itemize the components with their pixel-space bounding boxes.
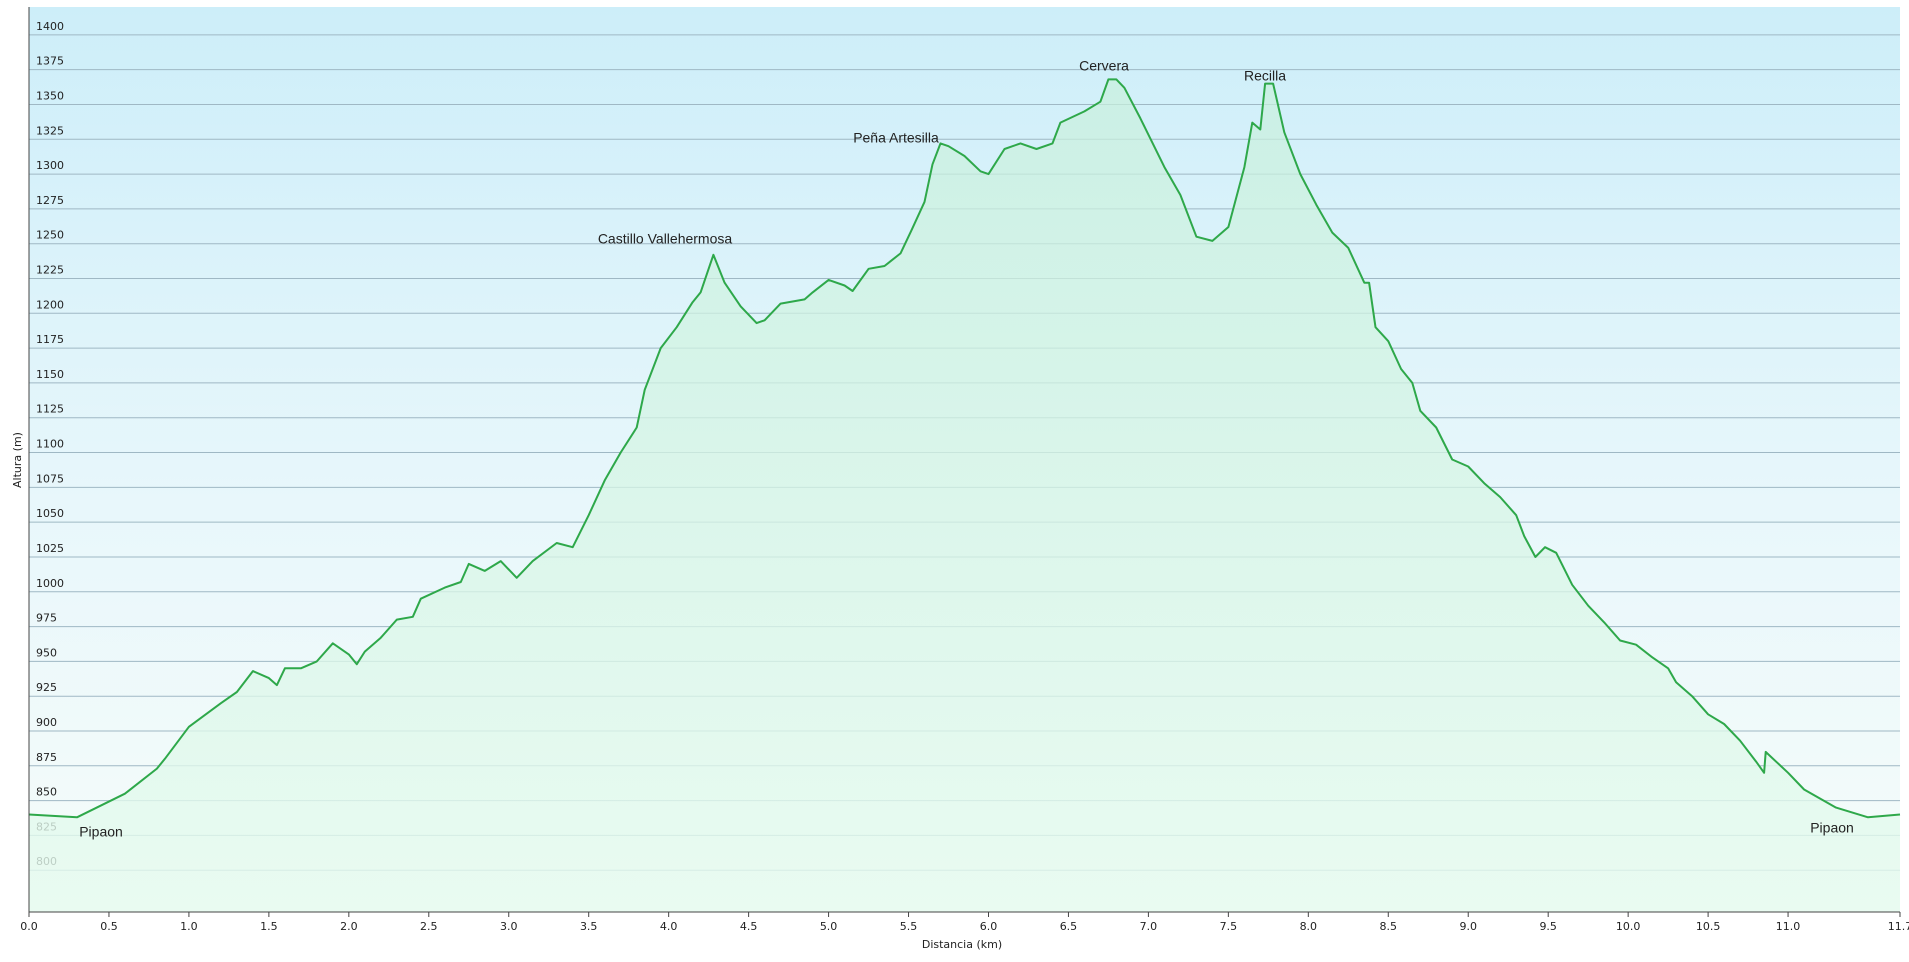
y-tick-label: 975 xyxy=(36,612,57,625)
y-tick-label: 1375 xyxy=(36,55,64,68)
y-tick-label: 1400 xyxy=(36,20,64,33)
y-tick-label: 1200 xyxy=(36,298,64,311)
x-tick-label: 9.5 xyxy=(1539,920,1557,933)
x-tick-label: 6.0 xyxy=(980,920,998,933)
x-axis-label: Distancia (km) xyxy=(922,938,1002,951)
x-tick-label: 4.0 xyxy=(660,920,678,933)
x-tick-label: 4.5 xyxy=(740,920,758,933)
y-tick-label: 1350 xyxy=(36,89,64,102)
x-tick-label: 11.0 xyxy=(1776,920,1801,933)
x-tick-label: 11.7 xyxy=(1888,920,1909,933)
y-tick-label: 1300 xyxy=(36,159,64,172)
y-tick-label: 1000 xyxy=(36,577,64,590)
y-tick-label: 1325 xyxy=(36,124,64,137)
x-tick-label: 8.0 xyxy=(1300,920,1318,933)
y-tick-label: 950 xyxy=(36,646,57,659)
x-tick-label: 7.0 xyxy=(1140,920,1158,933)
y-tick-label: 1125 xyxy=(36,403,64,416)
y-tick-label: 875 xyxy=(36,751,57,764)
x-tick-label: 5.0 xyxy=(820,920,838,933)
annotation: Castillo Vallehermosa xyxy=(598,231,733,247)
y-tick-label: 1250 xyxy=(36,229,64,242)
y-axis-label: Altura (m) xyxy=(11,432,24,488)
y-tick-label: 850 xyxy=(36,786,57,799)
y-tick-label: 1075 xyxy=(36,472,64,485)
x-tick-label: 5.5 xyxy=(900,920,918,933)
x-tick-label: 6.5 xyxy=(1060,920,1078,933)
x-tick-label: 1.5 xyxy=(260,920,278,933)
x-tick-label: 3.0 xyxy=(500,920,518,933)
y-tick-label: 1150 xyxy=(36,368,64,381)
y-tick-label: 1175 xyxy=(36,333,64,346)
y-tick-label: 1225 xyxy=(36,264,64,277)
y-tick-label: 1275 xyxy=(36,194,64,207)
y-tick-label: 900 xyxy=(36,716,57,729)
x-tick-label: 10.5 xyxy=(1696,920,1721,933)
x-tick-label: 8.5 xyxy=(1380,920,1398,933)
x-tick-label: 7.5 xyxy=(1220,920,1238,933)
annotation: Cervera xyxy=(1079,58,1129,74)
x-tick-label: 1.0 xyxy=(180,920,198,933)
y-tick-label: 1100 xyxy=(36,438,64,451)
annotation: Pipaon xyxy=(79,824,123,840)
annotation: Peña Artesilla xyxy=(853,130,939,146)
y-tick-label: 1050 xyxy=(36,507,64,520)
y-tick-label: 925 xyxy=(36,681,57,694)
x-tick-label: 0.0 xyxy=(20,920,38,933)
elevation-line xyxy=(28,78,1901,819)
annotation: Pipaon xyxy=(1810,820,1854,836)
area xyxy=(29,79,1900,912)
x-tick-label: 0.5 xyxy=(100,920,118,933)
x-tick-label: 3.5 xyxy=(580,920,598,933)
x-tick-label: 2.0 xyxy=(340,920,358,933)
y-tick-label: 1025 xyxy=(36,542,64,555)
x-tick-label: 9.0 xyxy=(1459,920,1477,933)
annotation: Recilla xyxy=(1244,68,1286,84)
x-tick-label: 10.0 xyxy=(1616,920,1641,933)
x-tick-label: 2.5 xyxy=(420,920,438,933)
